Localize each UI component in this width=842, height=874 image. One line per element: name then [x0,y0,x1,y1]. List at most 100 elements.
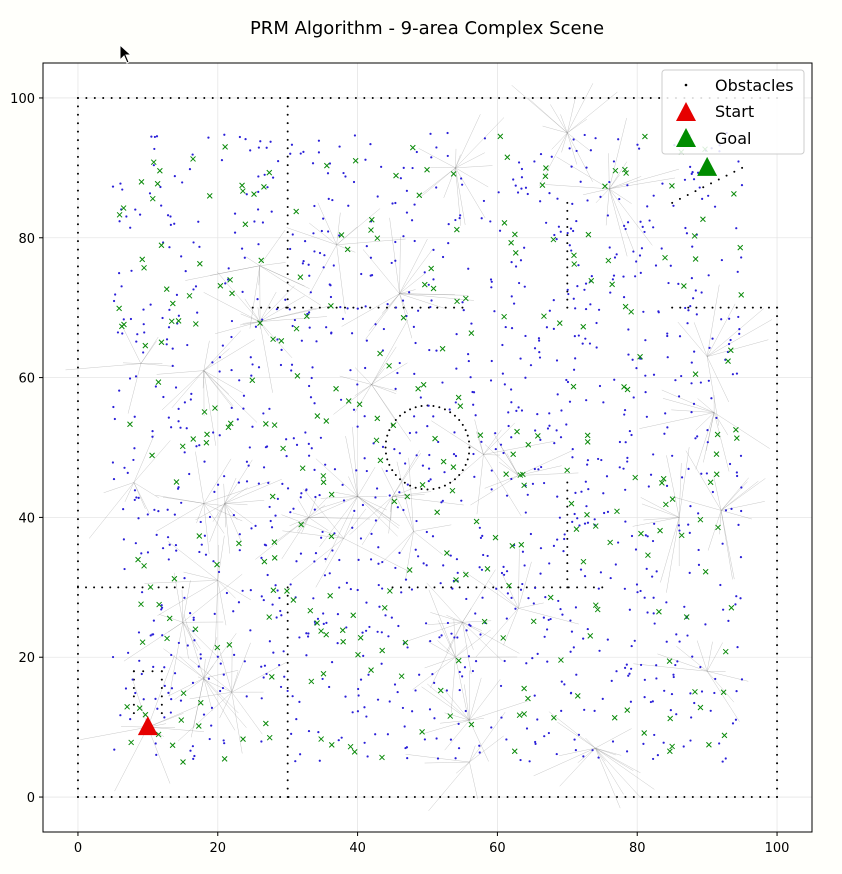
valid-sample [186,343,189,347]
valid-sample [310,376,313,380]
valid-sample [599,571,602,574]
obstacle-point [776,340,779,343]
collision-sample [409,144,416,151]
valid-sample [236,418,239,421]
collision-sample [530,618,537,625]
collision-sample [391,498,398,505]
obstacle-point [76,223,79,226]
obstacle-point [76,762,79,765]
valid-sample [536,652,539,656]
obstacle-point [397,796,400,799]
collision-sample [541,313,547,320]
obstacle-point [346,96,349,99]
valid-sample [242,407,245,410]
valid-sample [678,529,681,532]
roadmap-edge [371,346,397,385]
valid-sample [675,633,678,636]
roadmap-edge [195,503,225,521]
valid-sample [683,605,686,608]
valid-sample [612,160,616,163]
obstacle-point [464,429,467,432]
obstacle-point [178,796,181,799]
valid-sample [365,339,368,342]
valid-sample [268,505,271,509]
valid-sample [465,597,468,601]
obstacle-point [566,258,569,261]
valid-sample [498,229,502,232]
valid-sample [154,697,157,700]
roadmap-edge [352,426,358,497]
valid-sample [405,189,408,192]
valid-sample [393,448,396,451]
valid-sample [503,383,506,386]
valid-sample [317,139,321,142]
valid-sample [700,291,703,294]
obstacle-point [498,96,501,99]
collision-sample [178,717,185,723]
obstacle-point [144,96,147,99]
valid-sample [560,680,563,683]
collision-sample [141,562,147,569]
roadmap-edge [341,293,400,327]
valid-sample [265,445,269,448]
valid-sample [282,650,285,653]
valid-sample [364,158,367,161]
obstacle-point [286,138,289,141]
obstacle-point [286,197,289,200]
collision-sample [737,244,744,251]
valid-sample [350,332,354,335]
valid-sample [380,165,383,168]
obstacle-point [76,534,79,537]
valid-sample [429,132,432,135]
obstacle-point [432,488,435,491]
valid-sample [439,582,442,585]
valid-sample [387,635,390,638]
valid-sample [474,612,477,615]
valid-sample [430,299,433,302]
obstacle-point [719,306,722,309]
valid-sample [478,526,481,529]
valid-sample [591,749,594,752]
valid-sample [134,691,137,695]
obstacle-point [438,486,441,489]
valid-sample [639,220,642,223]
obstacle-point [481,96,484,99]
roadmap-edge [455,629,491,658]
valid-sample [418,673,421,676]
valid-sample [617,541,620,544]
valid-sample [328,685,331,689]
roadmap-edge [719,510,722,535]
valid-sample [447,242,450,245]
obstacle-point [76,374,79,377]
valid-sample [656,753,659,757]
valid-sample [482,553,485,557]
obstacle-point [329,796,332,799]
valid-sample [740,486,743,489]
obstacle-point [127,796,130,799]
obstacle-point [76,172,79,175]
collision-sample [728,604,735,611]
collision-sample [481,618,488,625]
obstacle-point [776,466,779,469]
valid-sample [361,503,365,507]
valid-sample [525,662,528,665]
valid-sample [651,757,655,761]
obstacle-point [76,433,79,436]
valid-sample [257,243,260,246]
valid-sample [369,143,372,146]
valid-sample [623,413,626,416]
roadmap-edge [308,244,337,296]
roadmap-edge [462,622,482,631]
valid-sample [351,526,354,529]
valid-sample [516,191,520,194]
valid-sample [121,188,124,191]
roadmap-edge [595,188,610,203]
valid-sample [323,574,327,577]
roadmap-edge [707,308,764,357]
obstacle-point [468,440,471,443]
valid-sample [170,426,173,429]
roadmap-edge [462,608,472,623]
obstacle-point [540,96,543,99]
valid-sample [257,482,260,485]
valid-sample [149,303,152,306]
